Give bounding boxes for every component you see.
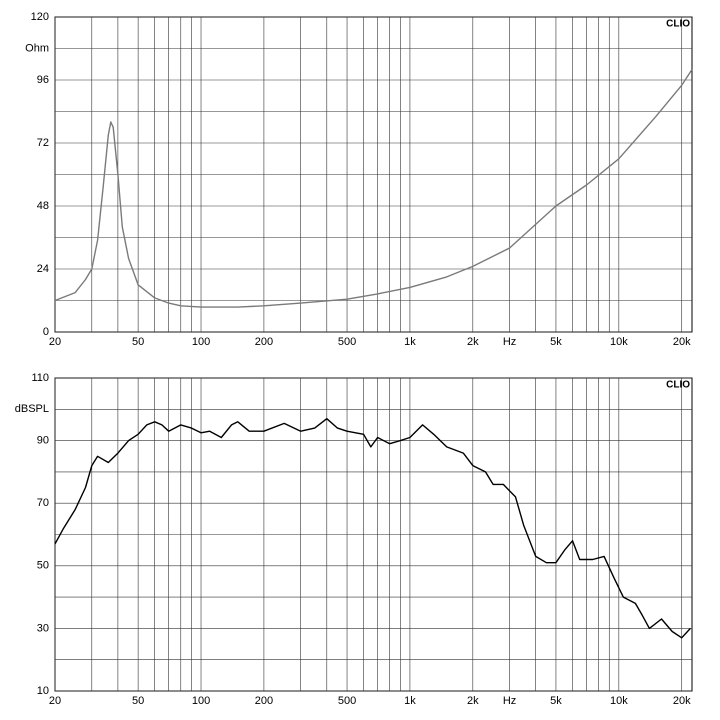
- brand-label: CLIO: [666, 380, 690, 391]
- x-tick-label: 20: [49, 695, 61, 707]
- x-tick-label: Hz: [503, 336, 516, 348]
- x-tick-label: Hz: [503, 695, 516, 707]
- x-tick-label: 5k: [550, 695, 562, 707]
- y-tick-label: 30: [37, 622, 49, 634]
- brand-label: CLIO: [666, 19, 690, 30]
- x-tick-label: 100: [192, 336, 210, 348]
- y-axis-label: dBSPL: [15, 403, 49, 415]
- x-tick-label: 50: [132, 336, 144, 348]
- x-tick-label: 1k: [404, 336, 416, 348]
- y-axis-label: Ohm: [25, 42, 49, 54]
- x-tick-label: 10k: [610, 336, 628, 348]
- x-tick-label: 50: [132, 695, 144, 707]
- x-tick-label: 200: [255, 695, 273, 707]
- y-tick-label: 10: [37, 685, 49, 697]
- y-tick-label: 96: [37, 74, 49, 86]
- x-tick-label: 2k: [467, 336, 479, 348]
- y-tick-label: 110: [31, 372, 49, 384]
- x-tick-label: 1k: [404, 695, 416, 707]
- x-tick-label: 10k: [610, 695, 628, 707]
- x-tick-label: 100: [192, 695, 210, 707]
- x-tick-label: 20k: [673, 695, 691, 707]
- x-tick-label: 20k: [673, 336, 691, 348]
- x-tick-label: 500: [338, 695, 356, 707]
- y-tick-label: 72: [37, 137, 49, 149]
- y-tick-label: 120: [31, 11, 49, 23]
- y-tick-label: 24: [37, 263, 49, 275]
- y-tick-label: 50: [37, 560, 49, 572]
- data-line: [54, 69, 693, 308]
- data-line: [54, 418, 691, 639]
- x-tick-label: 500: [338, 336, 356, 348]
- y-tick-label: 70: [37, 497, 49, 509]
- x-tick-label: 200: [255, 336, 273, 348]
- y-tick-label: 48: [37, 200, 49, 212]
- x-tick-label: 5k: [550, 336, 562, 348]
- y-tick-label: 0: [43, 326, 49, 338]
- x-tick-label: 2k: [467, 695, 479, 707]
- x-tick-label: 20: [49, 336, 61, 348]
- y-tick-label: 90: [37, 435, 49, 447]
